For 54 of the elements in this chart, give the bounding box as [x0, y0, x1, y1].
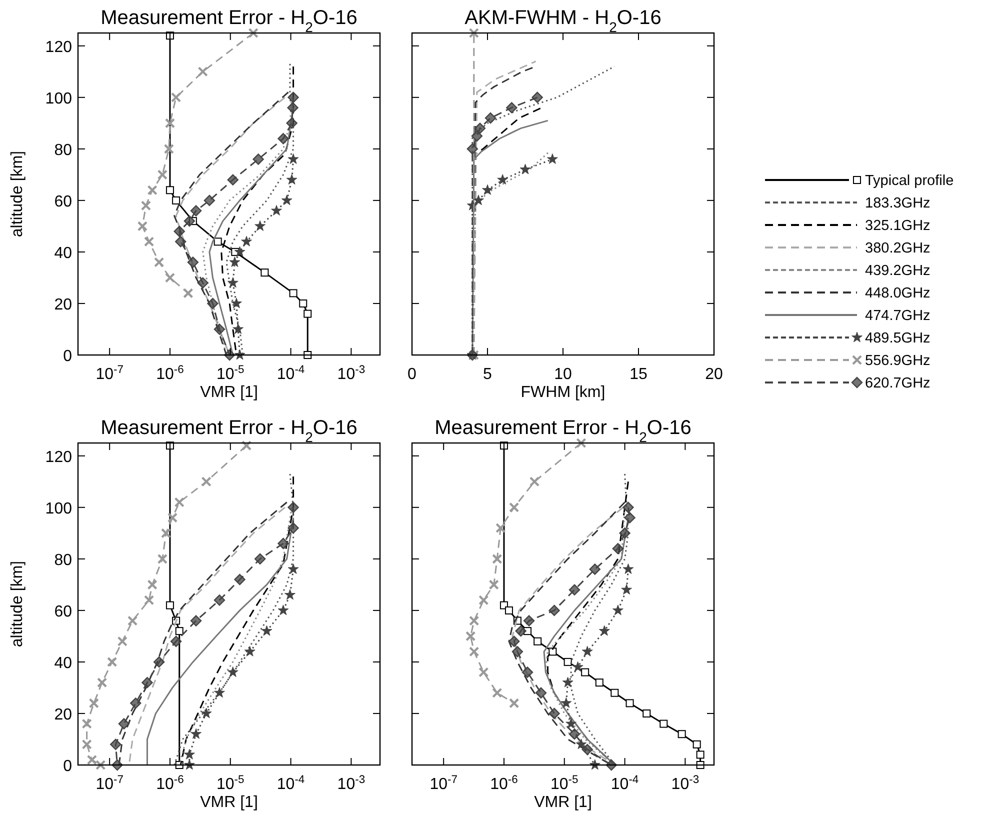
y-tick-label: 100	[45, 90, 72, 108]
y-tick-label: 40	[54, 244, 72, 262]
y-tick-label: 100	[45, 500, 72, 518]
y-axis-title: altitude [km]	[9, 560, 26, 648]
legend-label: 448.0GHz	[865, 286, 930, 302]
legend-label: Typical profile	[865, 173, 954, 189]
x-axis-title: VMR [1]	[534, 794, 592, 811]
x-tick-label: 0	[408, 366, 417, 383]
chart-title: Measurement Error - H$_{2}$O-16	[100, 417, 358, 445]
chart-title: Measurement Error - H$_{2}$O-16	[100, 7, 358, 35]
x-axis-title: VMR [1]	[200, 384, 258, 401]
x-tick-label: 10$^{-4}$	[276, 364, 305, 383]
legend-label: 380.2GHz	[865, 240, 930, 256]
x-tick-label: 10$^{-6}$	[490, 774, 518, 793]
y-tick-label: 40	[54, 654, 72, 672]
x-tick-label: 10$^{-7}$	[430, 774, 458, 793]
x-tick-label: 10$^{-6}$	[156, 364, 184, 383]
chart-title: Measurement Error - H$_{2}$O-16	[434, 417, 692, 445]
x-tick-label: 10$^{-3}$	[671, 774, 700, 793]
x-axis-title: FWHM [km]	[520, 384, 606, 401]
x-tick-label: 10$^{-5}$	[550, 774, 578, 793]
legend-label: 183.3GHz	[865, 196, 930, 212]
y-tick-label: 120	[45, 448, 72, 466]
legend-label: 325.1GHz	[865, 218, 930, 234]
y-tick-label: 0	[63, 758, 72, 775]
x-tick-label: 10$^{-3}$	[337, 364, 366, 383]
y-tick-label: 80	[54, 552, 72, 569]
x-tick-label: 10$^{-7}$	[96, 774, 124, 793]
chart-title: AKM-FWHM - H$_{2}$O-16	[464, 7, 662, 35]
x-tick-label: 10$^{-5}$	[216, 364, 244, 383]
x-tick-label: 5	[483, 366, 492, 383]
y-tick-label: 80	[54, 142, 72, 159]
x-tick-label: 10$^{-4}$	[610, 774, 639, 793]
legend-label: 474.7GHz	[865, 308, 930, 324]
x-tick-label: 10$^{-7}$	[96, 364, 124, 383]
legend-label: 620.7GHz	[865, 376, 930, 392]
y-tick-label: 60	[54, 193, 72, 210]
x-axis-title: VMR [1]	[200, 794, 258, 811]
x-tick-label: 15	[630, 366, 648, 383]
y-tick-label: 60	[54, 603, 72, 620]
y-tick-label: 20	[54, 296, 72, 314]
x-tick-label: 10	[554, 366, 572, 383]
legend-label: 439.2GHz	[865, 263, 930, 279]
legend-label: 489.5GHz	[865, 330, 930, 346]
y-tick-label: 0	[63, 348, 72, 365]
y-tick-label: 20	[54, 706, 72, 724]
y-axis-title: altitude [km]	[9, 150, 26, 238]
x-tick-label: 10$^{-4}$	[276, 774, 305, 793]
y-tick-label: 120	[45, 38, 72, 56]
x-tick-label: 20	[705, 366, 723, 383]
x-tick-label: 10$^{-6}$	[156, 774, 184, 793]
x-tick-label: 10$^{-3}$	[337, 774, 366, 793]
x-tick-label: 10$^{-5}$	[216, 774, 244, 793]
legend-label: 556.9GHz	[865, 353, 930, 369]
